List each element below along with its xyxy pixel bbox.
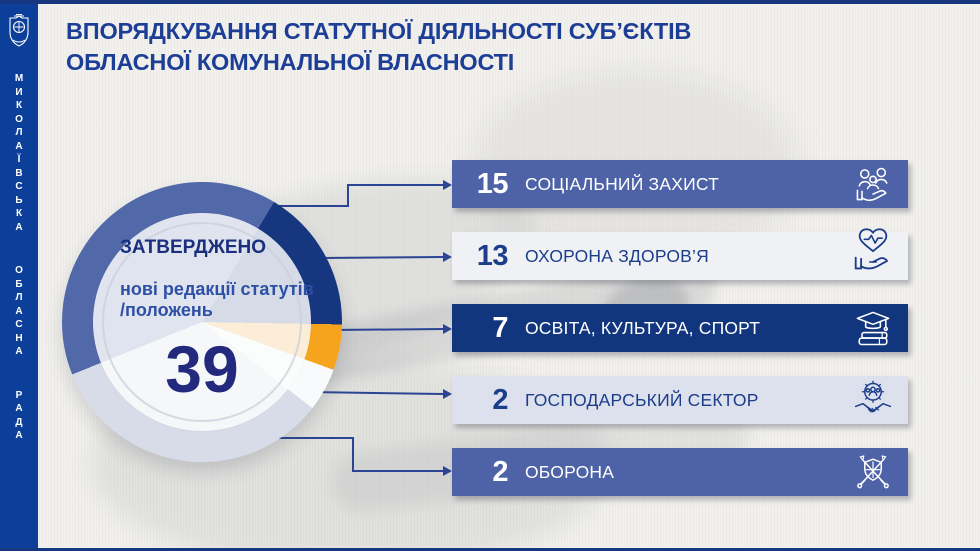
connector-education: [328, 324, 452, 335]
row-label: ОХОРОНА ЗДОРОВ’Я: [525, 245, 709, 266]
row-value: 15: [476, 167, 509, 200]
gear-handshake-icon: [851, 378, 895, 422]
donut-total-value: 39: [165, 332, 239, 406]
heart-pulse-hand-icon: [847, 223, 899, 275]
row-label: СОЦІАЛЬНИЙ ЗАХИСТ: [525, 173, 719, 194]
bottom-border-line: [0, 548, 980, 551]
category-row-defense: 2 ОБОРОНА: [452, 448, 908, 496]
donut-status-label: ЗАТВЕРДЖЕНО: [120, 237, 267, 258]
graduation-books-icon: [851, 306, 895, 350]
category-row-education: 7 ОСВІТА, КУЛЬТУРА, СПОРТ: [452, 304, 908, 352]
category-row-social: 15 СОЦІАЛЬНИЙ ЗАХИСТ: [452, 160, 908, 208]
donut-inner-ring: [102, 222, 302, 422]
row-value: 7: [492, 311, 508, 344]
page-title: ВПОРЯДКУВАННЯ СТАТУТНОЇ ДІЯЛЬНОСТІ СУБ’Є…: [66, 16, 691, 78]
mykolaiv-crest-icon: [9, 14, 29, 47]
row-label: ГОСПОДАРСЬКИЙ СЕКТОР: [525, 389, 759, 410]
page-title-line1: ВПОРЯДКУВАННЯ СТАТУТНОЇ ДІЯЛЬНОСТІ СУБ’Є…: [66, 18, 692, 44]
row-value: 2: [492, 383, 508, 416]
row-value: 2: [492, 455, 508, 488]
top-border-line: [0, 0, 980, 4]
row-value: 13: [476, 239, 509, 272]
family-in-hand-icon: [851, 162, 895, 206]
row-label: ОБОРОНА: [525, 461, 615, 482]
donut-description: нові редакції статутів /положень: [120, 279, 314, 320]
category-row-health: 13 ОХОРОНА ЗДОРОВ’Я: [452, 228, 908, 280]
donut-chart: ЗАТВЕРДЖЕНО нові редакції статутів /поло…: [62, 182, 342, 462]
row-label: ОСВІТА, КУЛЬТУРА, СПОРТ: [525, 317, 761, 338]
category-row-economy: 2 ГОСПОДАРСЬКИЙ СЕКТОР: [452, 376, 908, 424]
shield-swords-icon: [851, 450, 895, 494]
page-title-line2: ОБЛАСНОЇ КОМУНАЛЬНОЇ ВЛАСНОСТІ: [66, 49, 515, 75]
